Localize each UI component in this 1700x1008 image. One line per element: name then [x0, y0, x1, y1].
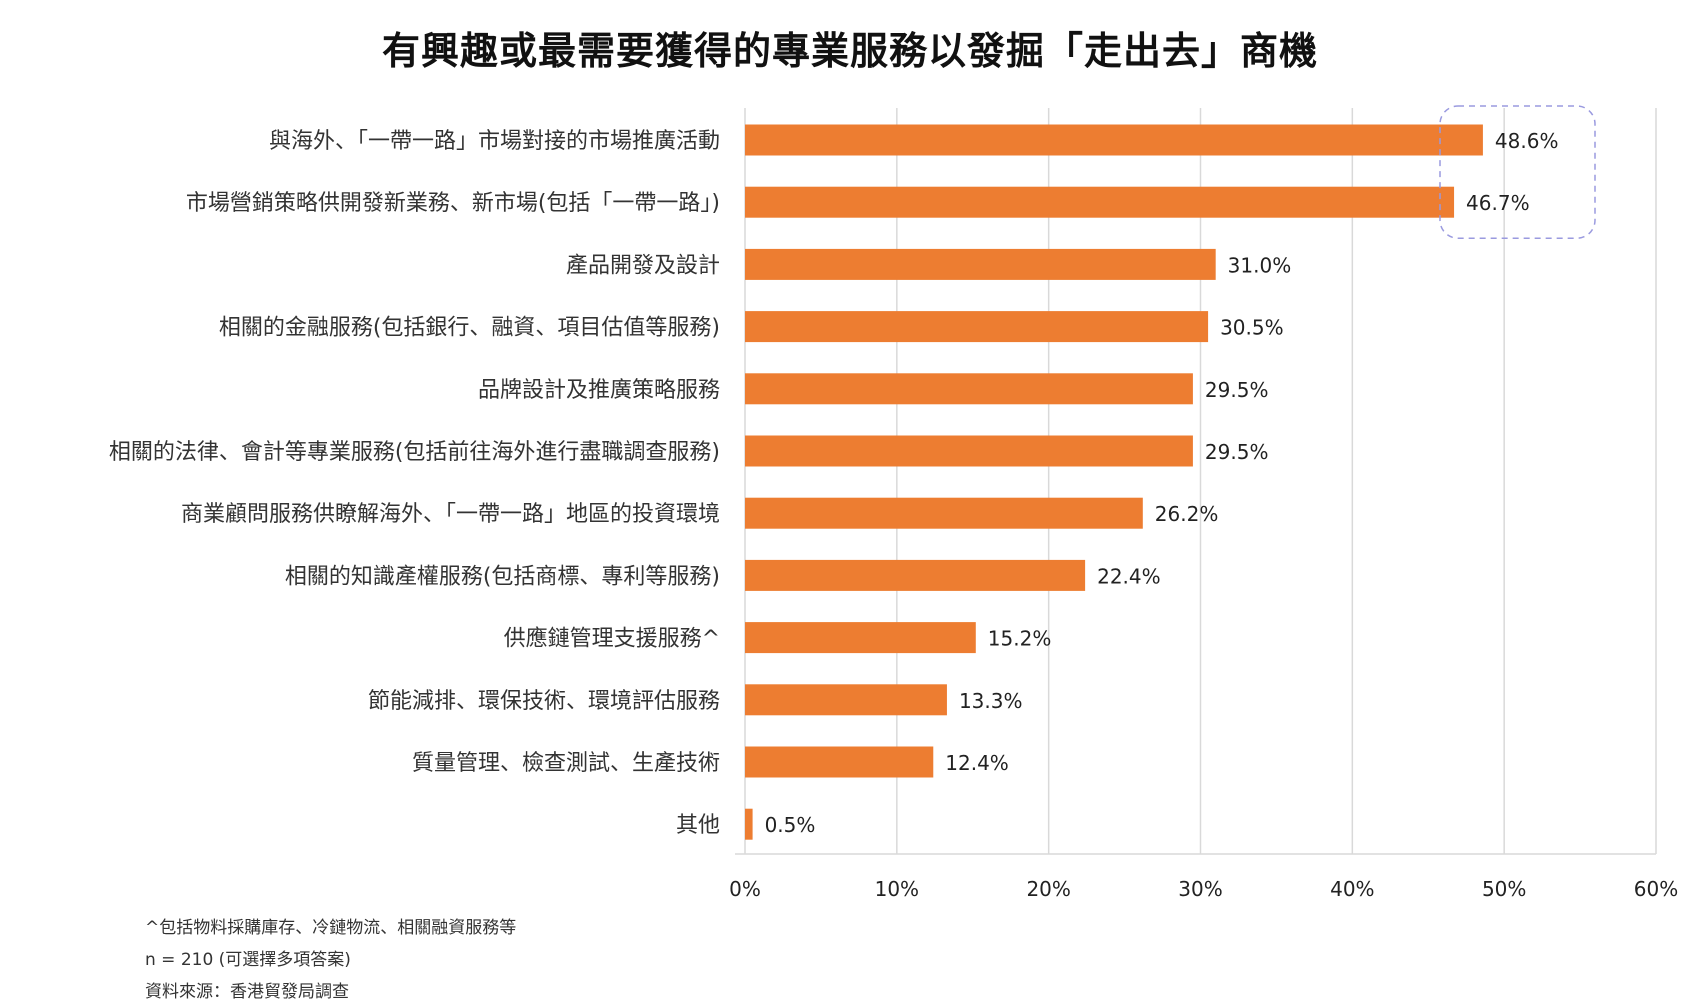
- value-label: 30.5%: [1220, 316, 1284, 340]
- category-label: 節能減排、環保技術、環境評估服務: [368, 689, 720, 714]
- source-note: 資料來源：香港貿發局調查: [145, 982, 349, 1002]
- value-label: 26.2%: [1155, 502, 1219, 526]
- highlight-box: [1439, 105, 1596, 239]
- bar: [745, 808, 753, 840]
- category-label: 產品開發及設計: [566, 253, 720, 278]
- x-tick-label: 60%: [1634, 877, 1678, 901]
- category-label: 與海外、「一帶一路」市場對接的市場推廣活動: [269, 129, 720, 154]
- category-label: 其他: [676, 813, 720, 838]
- x-tick-label: 40%: [1330, 877, 1374, 901]
- value-label: 13.3%: [959, 689, 1023, 713]
- labels: 與海外、「一帶一路」市場對接的市場推廣活動 48.6% 市場營銷策略供開發新業務、新…: [109, 129, 1559, 838]
- sample-size-note: n = 210 (可選擇多項答案): [145, 950, 351, 970]
- highlight-region: [1439, 105, 1596, 239]
- bar: [745, 559, 1086, 591]
- category-label: 供應鏈管理支援服務^: [504, 626, 720, 652]
- category-label: 相關的金融服務(包括銀行、融資、項目估值等服務): [219, 316, 720, 341]
- bar: [745, 684, 947, 716]
- value-label: 48.6%: [1495, 129, 1559, 153]
- category-label: 品牌設計及推廣策略服務: [478, 378, 720, 403]
- category-label: 質量管理、檢查測試、生產技術: [412, 751, 720, 776]
- value-label: 12.4%: [945, 751, 1009, 775]
- bar: [745, 186, 1455, 218]
- bar: [745, 435, 1193, 467]
- value-label: 29.5%: [1205, 378, 1269, 402]
- value-label: 31.0%: [1228, 253, 1292, 277]
- x-axis-ticks: 0% 10% 20% 30% 40% 50% 60%: [729, 877, 1678, 901]
- chart-title: 有興趣或最需要獲得的專業服務以發掘「走出去」商機: [381, 29, 1318, 73]
- x-tick-label: 10%: [875, 877, 919, 901]
- bar: [745, 497, 1143, 529]
- category-label: 相關的法律、會計等專業服務(包括前往海外進行盡職調查服務): [109, 440, 720, 465]
- bar: [745, 373, 1193, 405]
- gridlines: [735, 108, 1657, 855]
- category-label: 市場營銷策略供開發新業務、新市場(包括「一帶一路」): [186, 191, 720, 216]
- footnote: ^包括物料採購庫存、冷鏈物流、相關融資服務等: [145, 918, 517, 938]
- value-label: 22.4%: [1097, 564, 1161, 588]
- bars: [745, 124, 1483, 840]
- category-label: 商業顧問服務供瞭解海外、「一帶一路」地區的投資環境: [181, 502, 720, 527]
- value-label: 46.7%: [1466, 191, 1530, 215]
- value-label: 15.2%: [988, 627, 1052, 651]
- value-label: 0.5%: [765, 813, 816, 837]
- x-tick-label: 20%: [1026, 877, 1070, 901]
- bar: [745, 622, 976, 654]
- category-label: 相關的知識產權服務(包括商標、專利等服務): [285, 564, 720, 589]
- x-tick-label: 50%: [1482, 877, 1526, 901]
- chart-notes: ^包括物料採購庫存、冷鏈物流、相關融資服務等 n = 210 (可選擇多項答案)…: [145, 912, 516, 1008]
- value-label: 29.5%: [1205, 440, 1269, 464]
- x-tick-label: 0%: [729, 877, 761, 901]
- bar: [745, 746, 934, 778]
- bar: [745, 124, 1483, 156]
- x-tick-label: 30%: [1178, 877, 1222, 901]
- bar: [745, 311, 1209, 343]
- bar: [745, 248, 1216, 280]
